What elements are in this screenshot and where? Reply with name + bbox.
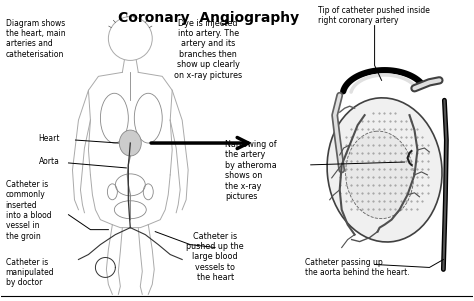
Text: Catheter passing up
the aorta behind the heart.: Catheter passing up the aorta behind the…: [305, 257, 410, 277]
Text: Catheter is
pushed up the
large blood
vessels to
the heart: Catheter is pushed up the large blood ve…: [186, 232, 244, 282]
Text: Heart: Heart: [38, 134, 60, 143]
Text: Dye is injected
into artery. The
artery and its
branches then
show up clearly
on: Dye is injected into artery. The artery …: [174, 19, 242, 79]
Ellipse shape: [119, 130, 141, 156]
Text: Catheter is
commonly
inserted
into a blood
vessel in
the groin: Catheter is commonly inserted into a blo…: [6, 180, 51, 241]
Text: Diagram shows
the heart, main
arteries and
catheterisation: Diagram shows the heart, main arteries a…: [6, 19, 65, 59]
Text: Tip of catheter pushed inside
right coronary artery: Tip of catheter pushed inside right coro…: [318, 6, 429, 25]
Text: Aorta: Aorta: [38, 157, 59, 166]
Text: Coronary  Angiography: Coronary Angiography: [118, 11, 299, 25]
Ellipse shape: [327, 98, 442, 242]
Text: Narrowing of
the artery
by atheroma
shows on
the x-ray
pictures: Narrowing of the artery by atheroma show…: [225, 140, 277, 201]
Text: Catheter is
manipulated
by doctor: Catheter is manipulated by doctor: [6, 257, 55, 287]
Ellipse shape: [346, 131, 414, 219]
